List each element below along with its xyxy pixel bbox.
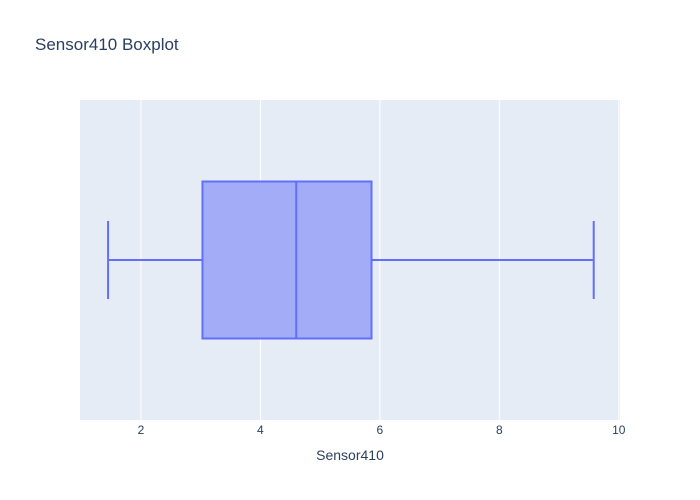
iqr-box xyxy=(201,180,373,340)
box-plot xyxy=(107,180,595,340)
x-tick-label: 4 xyxy=(257,423,264,437)
x-tick-label: 6 xyxy=(377,423,384,437)
x-tick-label: 10 xyxy=(612,423,626,437)
chart-title: Sensor410 Boxplot xyxy=(35,35,179,54)
x-tick-labels: 2 4 6 8 10 xyxy=(138,423,626,437)
x-tick-label: 2 xyxy=(138,423,145,437)
x-axis-title: Sensor410 xyxy=(316,447,384,463)
x-tick-label: 8 xyxy=(496,423,503,437)
